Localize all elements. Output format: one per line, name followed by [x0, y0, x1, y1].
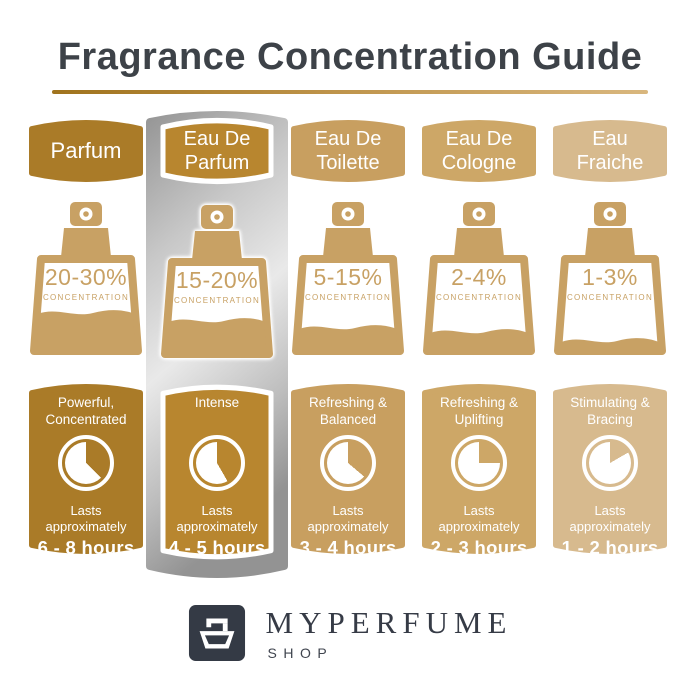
spray-bottle-icon: 5-15% CONCENTRATION — [289, 202, 407, 360]
duration-value: 2 - 3 hours — [430, 537, 528, 559]
clock-icon — [320, 435, 376, 491]
character-text: Intense — [194, 395, 240, 410]
clock-icon — [582, 435, 638, 491]
category-label: Eau De Cologne — [441, 128, 517, 174]
character-text: Powerful, Concentrated — [45, 395, 127, 427]
brand-name: MYPERFUME — [265, 605, 513, 640]
clock-icon — [58, 435, 114, 491]
banner-shape — [553, 120, 667, 182]
clock-icon — [451, 435, 507, 491]
duration-value: 6 - 8 hours — [37, 537, 135, 559]
category-label: Eau De Toilette — [314, 128, 382, 174]
spray-bottle-icon: 15-20% CONCENTRATION — [158, 205, 276, 363]
card-content: Stimulating & Bracing Lasts approximatel… — [551, 380, 669, 558]
category-label: Eau De Parfum — [183, 128, 251, 174]
spray-bottle-icon: 2-4% CONCENTRATION — [420, 202, 538, 360]
spray-bottle-graphic — [30, 202, 142, 355]
info-card: Refreshing & Balanced Lasts approximatel… — [289, 380, 407, 558]
column-parfum: Parfum 20-30% CONCENTRATION — [27, 116, 145, 564]
concentration-block: 20-30% CONCENTRATION — [35, 264, 137, 302]
concentration-block: 15-20% CONCENTRATION — [166, 267, 268, 305]
concentration-value: 1-3% — [582, 264, 638, 290]
info-card: Refreshing & Uplifting Lasts approximate… — [420, 380, 538, 558]
duration-value: 3 - 4 hours — [299, 537, 397, 559]
lasts-label: Lasts approximately — [176, 503, 258, 534]
card-content: Powerful, Concentrated Lasts approximate… — [27, 380, 145, 558]
character-text: Refreshing & Balanced — [308, 395, 388, 427]
info-card: Stimulating & Bracing Lasts approximatel… — [551, 380, 669, 558]
concentration-block: 5-15% CONCENTRATION — [297, 264, 399, 302]
duration-value: 4 - 5 hours — [168, 537, 266, 559]
title-underline — [52, 90, 648, 94]
card-content: Refreshing & Balanced Lasts approximatel… — [289, 380, 407, 558]
spray-bottle-graphic — [554, 202, 666, 355]
column-eau-fraiche: Eau Fraiche 1-3% CONCENTRATION — [551, 116, 669, 564]
concentration-value: 15-20% — [175, 267, 259, 293]
info-card: Powerful, Concentrated Lasts approximate… — [27, 380, 145, 558]
banner-shape — [29, 120, 143, 182]
lasts-label: Lasts approximately — [307, 503, 389, 534]
page-title: Fragrance Concentration Guide — [57, 36, 643, 78]
card-content: Intense Lasts approximately 4 - 5 hours — [158, 380, 276, 564]
concentration-block: 2-4% CONCENTRATION — [428, 264, 530, 302]
column-eau-de-cologne: Eau De Cologne 2-4% CONCENTRATION — [420, 116, 538, 564]
spray-bottle-icon: 20-30% CONCENTRATION — [27, 202, 145, 360]
category-label-box: Eau De Parfum — [158, 113, 276, 189]
concentration-caption: CONCENTRATION — [566, 293, 654, 302]
category-label: Parfum — [50, 137, 122, 163]
duration-value: 1 - 2 hours — [561, 537, 659, 559]
category-label-box: Eau De Toilette — [289, 116, 407, 186]
spray-bottle-graphic — [292, 202, 404, 355]
concentration-caption: CONCENTRATION — [304, 293, 392, 302]
perfume-bottle-logo-icon — [188, 604, 245, 662]
spray-bottle-icon: 1-3% CONCENTRATION — [551, 202, 669, 360]
category-label-box: Eau De Cologne — [420, 116, 538, 186]
concentration-value: 20-30% — [44, 264, 128, 290]
columns-grid: Parfum 20-30% CONCENTRATION — [0, 111, 700, 578]
category-label-box: Eau Fraiche — [551, 116, 669, 186]
spray-bottle-graphic — [161, 205, 273, 358]
concentration-block: 1-3% CONCENTRATION — [559, 264, 661, 302]
spray-bottle-graphic — [423, 202, 535, 355]
info-card: Intense Lasts approximately 4 - 5 hours — [158, 380, 276, 564]
card-content: Refreshing & Uplifting Lasts approximate… — [420, 380, 538, 558]
banner-shape — [422, 120, 536, 182]
brand-logo: MYPERFUME SHOP — [0, 604, 700, 662]
banner-shape — [160, 117, 274, 185]
concentration-caption: CONCENTRATION — [173, 296, 261, 305]
character-text: Stimulating & Bracing — [570, 395, 650, 427]
brand-text-block: MYPERFUME SHOP — [266, 605, 513, 661]
concentration-caption: CONCENTRATION — [42, 293, 130, 302]
concentration-value: 2-4% — [451, 264, 507, 290]
lasts-label: Lasts approximately — [438, 503, 520, 534]
column-eau-de-toilette: Eau De Toilette 5-15% CONCENTRATION — [289, 116, 407, 564]
clock-icon — [189, 435, 245, 491]
column-eau-de-parfum: Eau De Parfum 15-20% CONCENTRATION — [158, 116, 276, 564]
lasts-label: Lasts approximately — [45, 503, 127, 534]
character-text: Refreshing & Uplifting — [439, 395, 519, 427]
concentration-caption: CONCENTRATION — [435, 293, 523, 302]
concentration-value: 5-15% — [313, 264, 383, 290]
lasts-label: Lasts approximately — [569, 503, 651, 534]
category-label: Eau Fraiche — [576, 128, 644, 174]
header: Fragrance Concentration Guide — [0, 0, 700, 94]
category-label-box: Parfum — [27, 116, 145, 186]
brand-tagline: SHOP — [267, 645, 334, 661]
banner-shape — [291, 120, 405, 182]
